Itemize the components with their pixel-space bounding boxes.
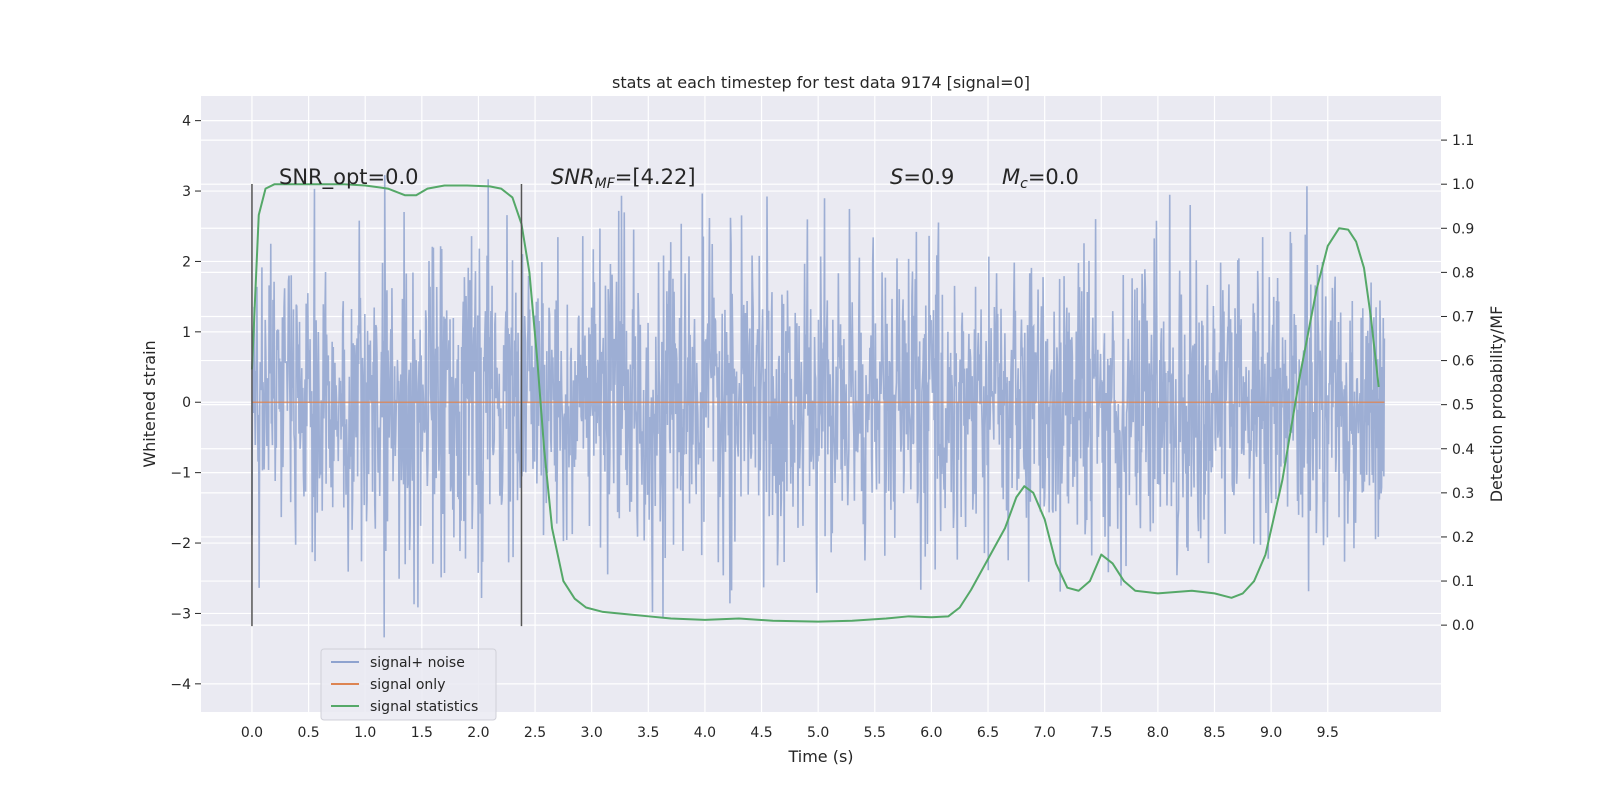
y-tick-label-right: 0.7 [1452,309,1474,325]
legend: signal+ noise signal only signal statist… [320,648,497,721]
x-tick-label: 6.0 [920,725,942,741]
x-tick-label: 1.5 [411,725,433,741]
annotation-mc: Mc=0.0 [1002,165,1079,192]
annotation-mc-main: M [1002,165,1020,189]
line-series-layer [250,183,1385,623]
y-tick-label-left: −3 [170,606,191,622]
legend-box [320,648,497,721]
y-tick-label-right: 0.5 [1452,398,1474,414]
x-tick-label: 7.0 [1034,725,1056,741]
x-tick-label: 8.0 [1147,725,1169,741]
y-tick-label-left: 2 [182,254,191,270]
y-tick-label-right: 1.0 [1452,177,1474,193]
annotation-snr-mf-main: SNR [551,165,595,189]
legend-label-signal-statistics: signal statistics [370,699,478,715]
y-tick-label-left: −4 [170,677,191,693]
legend-label-signal-noise: signal+ noise [370,655,465,671]
x-tick-label: 8.5 [1203,725,1225,741]
y-tick-label-left: 3 [182,184,191,200]
x-axis-label: Time (s) [787,747,853,766]
x-tick-label: 2.0 [467,725,489,741]
y-tick-label-right: 0.8 [1452,265,1474,281]
annotation-mc-sub: c [1020,176,1028,192]
tick-labels: 0.0 0.5 1.0 1.5 2.0 2.5 3.0 3.5 4.0 4.5 5.0 5.5 6.0 6… [170,114,1474,741]
annotation-s-value: =0.9 [903,165,954,189]
x-tick-label: 9.5 [1317,725,1339,741]
y-tick-label-right: 0.2 [1452,530,1474,546]
x-tick-label: 9.0 [1260,725,1282,741]
x-tick-label: 4.5 [750,725,772,741]
x-tick-label: 1.0 [354,725,376,741]
y-tick-label-right: 0.9 [1452,221,1474,237]
x-tick-label: 3.5 [637,725,659,741]
x-tick-label: 4.0 [694,725,716,741]
annotation-snr-mf: SNRMF=[4.22] [551,165,696,192]
y-tick-label-right: 0.0 [1452,618,1474,634]
x-tick-label: 5.0 [807,725,829,741]
chart-title: stats at each timestep for test data 917… [612,73,1030,92]
y-tick-label-left: 0 [182,395,191,411]
annotation-s: S=0.9 [890,165,954,189]
y-tick-label-left: 1 [182,325,191,341]
x-tick-label: 2.5 [524,725,546,741]
annotation-snr-opt: SNR_opt=0.0 [279,165,419,190]
signal-noise-line [251,175,1386,638]
vertical-markers [251,184,523,627]
legend-label-signal-only: signal only [370,677,445,693]
y-tick-label-right: 0.4 [1452,442,1474,458]
x-tick-label: 6.5 [977,725,999,741]
x-tick-label: 3.0 [581,725,603,741]
y-axis-label-right: Detection probability/MF [1487,306,1506,503]
signal-noise-series [251,175,1386,638]
y-tick-label-right: 0.6 [1452,354,1474,370]
annotation-snr-mf-value: =[4.22] [615,165,696,189]
y-tick-label-right: 0.1 [1452,574,1474,590]
signal-statistics-line [250,183,1380,623]
y-tick-label-right: 1.1 [1452,133,1474,149]
annotation-mc-value: =0.0 [1028,165,1079,189]
y-tick-label-right: 0.3 [1452,486,1474,502]
x-tick-label: 5.5 [864,725,886,741]
y-tick-label-left: 4 [182,114,191,130]
annotation-snr-mf-sub: MF [595,176,616,192]
x-tick-label: 7.5 [1090,725,1112,741]
x-tick-label: 0.5 [297,725,319,741]
y-axis-label-left: Whitened strain [140,340,159,467]
annotation-s-main: S [890,165,903,189]
x-tick-label: 0.0 [241,725,263,741]
y-tick-label-left: −1 [170,466,191,482]
y-tick-label-left: −2 [170,536,191,552]
